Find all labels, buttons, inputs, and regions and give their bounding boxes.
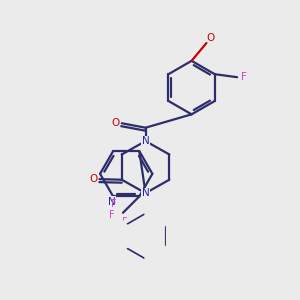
- Text: F: F: [109, 210, 115, 220]
- Text: F: F: [122, 217, 127, 227]
- Text: O: O: [206, 33, 214, 43]
- Text: O: O: [89, 174, 98, 184]
- Text: N: N: [142, 188, 149, 198]
- Text: N: N: [142, 136, 149, 146]
- Text: F: F: [111, 200, 117, 209]
- Text: O: O: [112, 118, 120, 128]
- Text: N: N: [108, 197, 116, 207]
- Text: F: F: [241, 72, 247, 82]
